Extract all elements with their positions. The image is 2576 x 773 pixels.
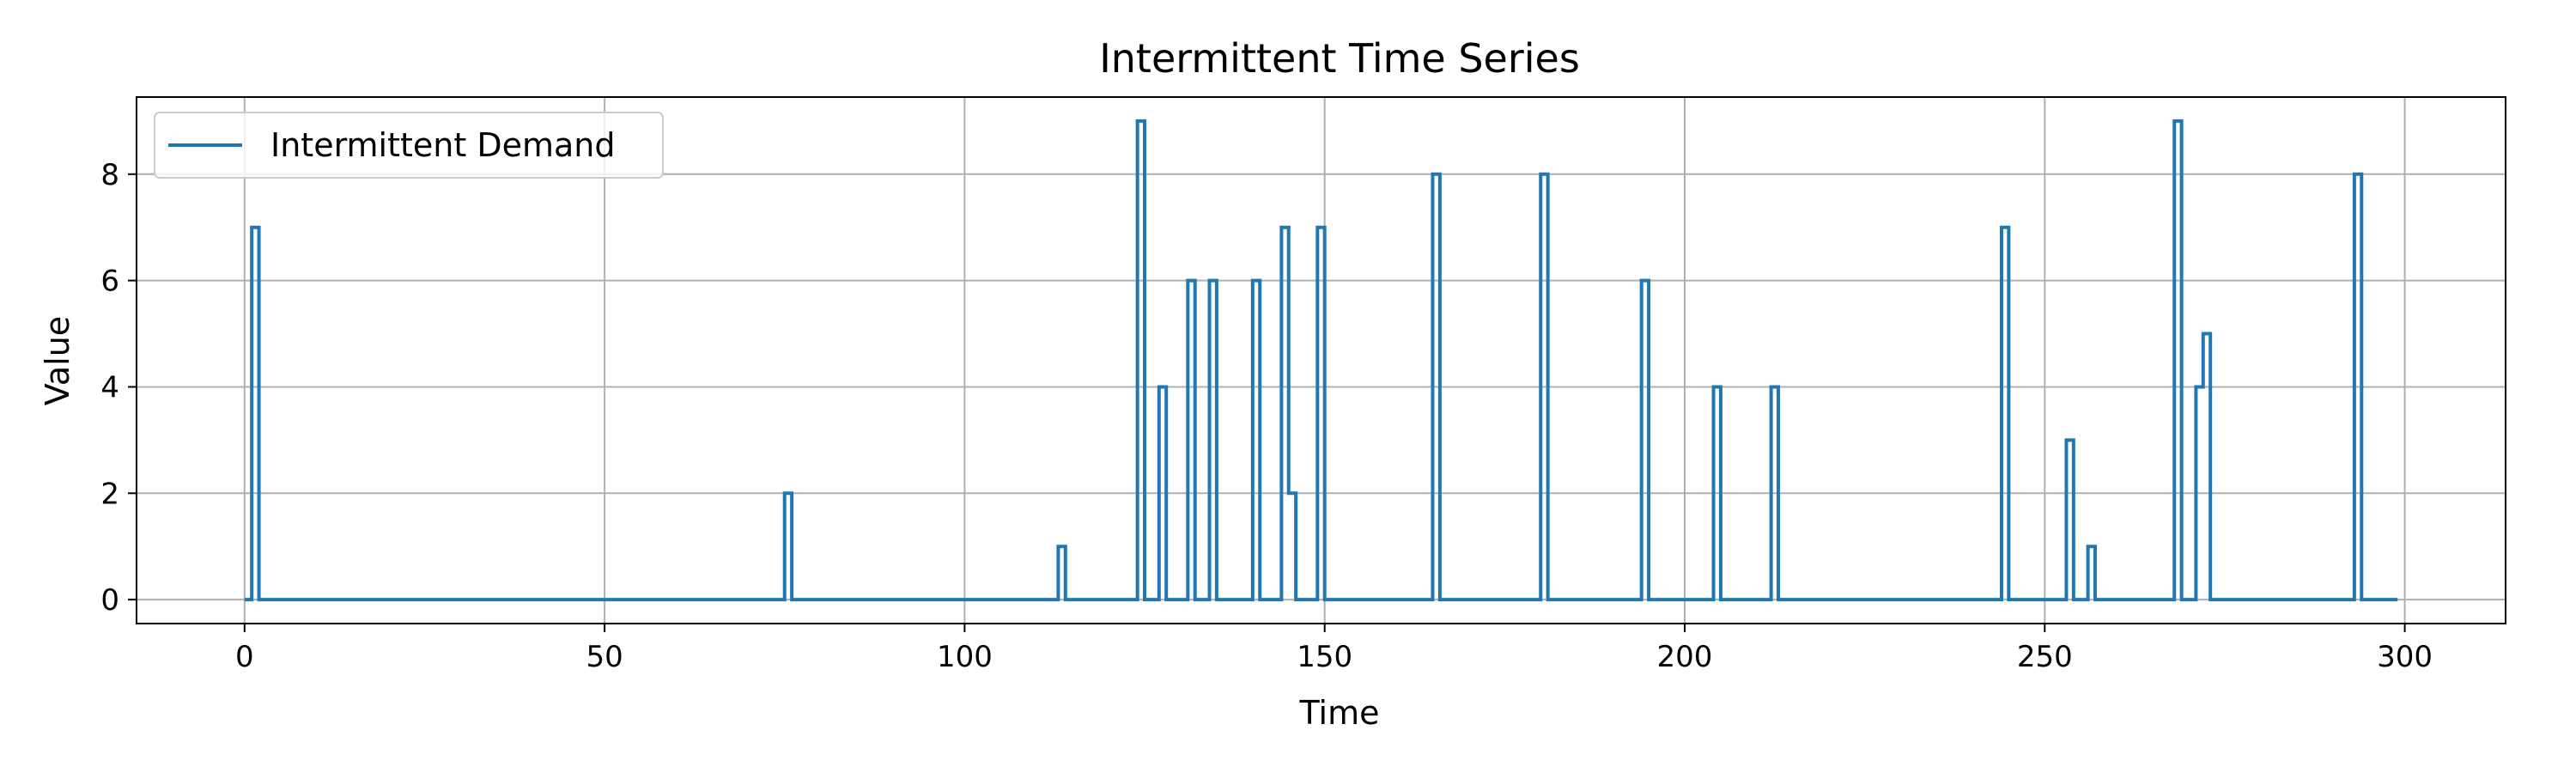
y-ticks: 0 2 4 6 8	[100, 158, 137, 618]
y-tick-label: 8	[100, 158, 119, 192]
y-tick-label: 0	[100, 583, 119, 618]
legend-entry: Intermittent Demand	[270, 126, 616, 164]
x-tick-label: 150	[1297, 640, 1352, 674]
x-ticks: 0 50 100 150 200 250 300	[235, 624, 2433, 674]
y-axis-label: Value	[39, 316, 76, 405]
series-line	[244, 119, 2398, 602]
x-tick-label: 50	[586, 640, 623, 674]
x-axis-label: Time	[1299, 694, 1380, 732]
x-tick-label: 100	[937, 640, 993, 674]
x-tick-label: 0	[235, 640, 254, 674]
legend-box	[154, 112, 664, 179]
y-tick-label: 6	[100, 265, 119, 299]
y-tick-label: 2	[100, 477, 119, 511]
x-tick-label: 250	[2017, 640, 2073, 674]
x-tick-label: 300	[2377, 640, 2433, 674]
series-layer	[244, 119, 2398, 602]
plot-frame	[136, 96, 2506, 624]
x-tick-label: 200	[1657, 640, 1713, 674]
chart-title: Intermittent Time Series	[1099, 35, 1580, 82]
legend: Intermittent Demand	[154, 112, 664, 179]
y-tick-label: 4	[100, 370, 119, 405]
